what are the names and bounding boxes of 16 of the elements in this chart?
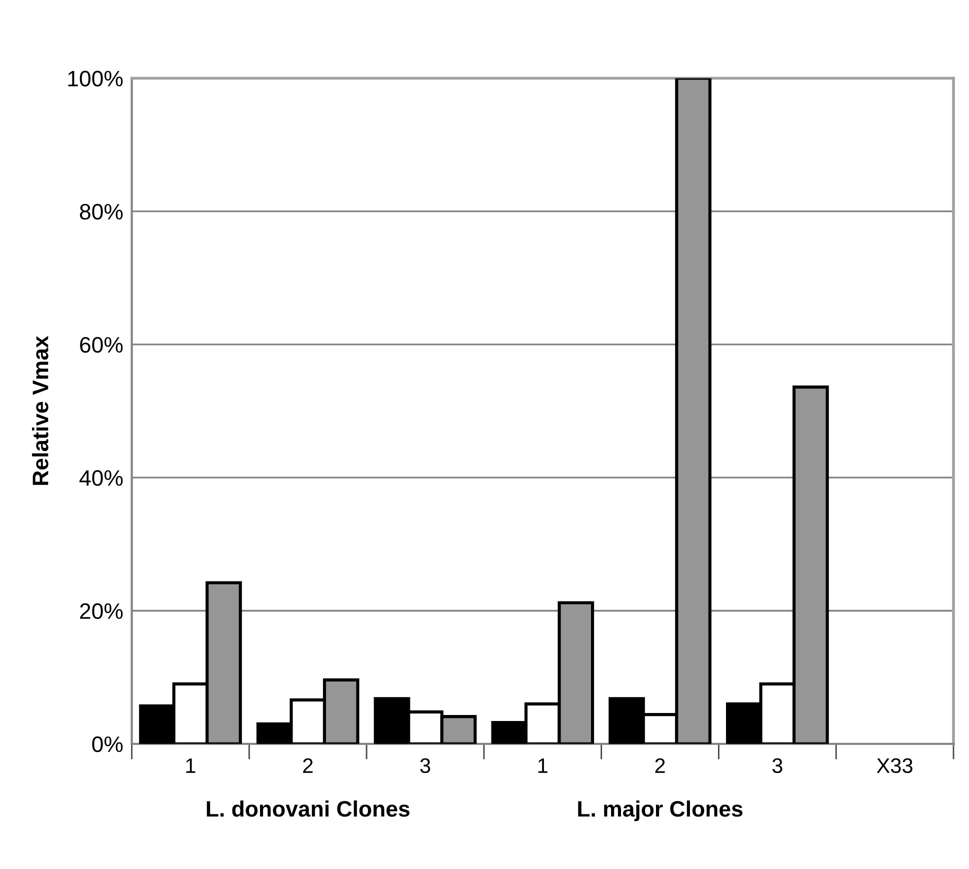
x-tick-label: 3 bbox=[772, 758, 782, 774]
y-tick-label: 40% bbox=[79, 470, 123, 486]
y-tick-label: 80% bbox=[80, 204, 123, 220]
x-tick-label: X33 bbox=[876, 758, 912, 774]
y-tick-label: 20% bbox=[80, 603, 123, 620]
x-tick-label: 2 bbox=[303, 758, 313, 773]
x-tick-label: 3 bbox=[420, 758, 430, 774]
x-tick-label: 1 bbox=[538, 758, 548, 773]
text: L. major Clones bbox=[578, 800, 742, 822]
y-tick-label: 60% bbox=[80, 337, 123, 353]
text: L. donovani Clones bbox=[206, 800, 410, 817]
y-axis-title: Relative Vmax bbox=[32, 336, 48, 485]
y-tick-label: 0% bbox=[92, 736, 123, 752]
y-tick-label: 100% bbox=[68, 70, 123, 86]
x-tick-label: 1 bbox=[186, 758, 196, 773]
x-tick-label: 2 bbox=[655, 758, 665, 773]
